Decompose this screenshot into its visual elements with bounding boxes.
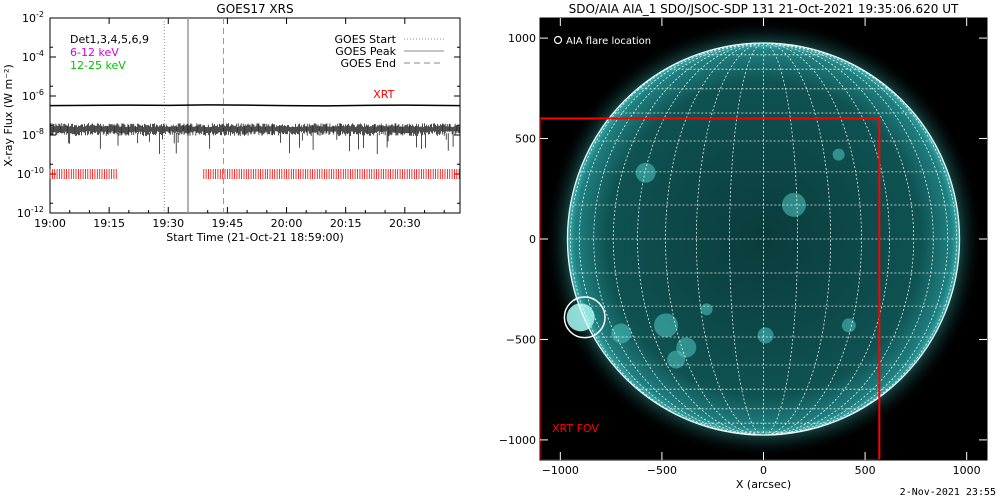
map-title: SDO/AIA AIA_1 SDO/JSOC-SDP 131 21-Oct-20… xyxy=(569,2,959,16)
aia-image-map: SDO/AIA AIA_1 SDO/JSOC-SDP 131 21-Oct-20… xyxy=(499,2,988,490)
goes-xrs-chart: GOES17 XRS 10-12 10-10 10-8 10-6 10-4 10-2 19:0… xyxy=(2,2,461,244)
x-tick-label: 20:30 xyxy=(389,217,421,230)
legend-left-entry: Det1,3,4,5,6,9 xyxy=(70,33,149,46)
map-y-tick-label: −1000 xyxy=(499,434,536,447)
plot-frame xyxy=(49,17,461,214)
x-tick-label: 20:00 xyxy=(271,217,303,230)
series-xrt-line xyxy=(49,104,461,107)
active-region xyxy=(700,303,713,316)
map-x-tick-label: −1000 xyxy=(542,464,579,477)
y-tick-label: 10-12 xyxy=(17,205,44,220)
x-tick-label: 19:45 xyxy=(212,217,244,230)
flare-location-circle xyxy=(563,296,606,339)
map-x-tick-label: 0 xyxy=(760,464,767,477)
map-x-tick-label: −500 xyxy=(647,464,677,477)
map-x-axis-label: X (arcsec) xyxy=(736,478,791,490)
legend-flare-marker xyxy=(553,35,563,45)
legend-left-entry: 12-25 keV xyxy=(70,59,126,72)
x-tick-label: 19:00 xyxy=(34,217,66,230)
legend-left-entry: 6-12 keV xyxy=(70,46,119,59)
chart-title: GOES17 XRS xyxy=(216,2,293,16)
active-region xyxy=(757,327,774,344)
x-tick-label: 20:15 xyxy=(330,217,362,230)
x-tick-label: 19:15 xyxy=(93,217,125,230)
xrt-fov-label: XRT FOV xyxy=(552,422,599,435)
legend-right-entry: GOES End xyxy=(340,57,396,70)
flare-bright-spot xyxy=(566,303,595,332)
active-region xyxy=(781,192,806,217)
series-noisy-flux xyxy=(49,123,461,154)
solar-limb xyxy=(566,42,961,436)
y-tick-label: 10-8 xyxy=(22,127,44,142)
heliographic-grid xyxy=(567,42,960,436)
y-tick-label: 10-2 xyxy=(22,10,44,25)
footer-timestamp: 2-Nov-2021 23:55 xyxy=(899,487,996,498)
y-tick-label: 10-10 xyxy=(17,166,44,181)
active-region xyxy=(635,162,656,183)
map-y-tick-label: 1000 xyxy=(508,32,536,45)
map-x-tick-label: 500 xyxy=(855,464,876,477)
legend-right-entry: GOES Peak xyxy=(335,45,396,58)
active-region xyxy=(653,313,678,338)
active-region xyxy=(667,350,686,369)
map-y-tick-label: 0 xyxy=(529,233,536,246)
legend-flare-label: AIA flare location xyxy=(566,36,651,47)
map-x-tick-label: 1000 xyxy=(953,464,981,477)
map-y-tick-label: 500 xyxy=(515,133,536,146)
map-y-tick-label: −500 xyxy=(506,333,536,346)
y-tick-label: 10-4 xyxy=(22,49,44,64)
active-region xyxy=(832,148,845,161)
y-tick-label: 10-6 xyxy=(22,88,44,103)
x-axis-label: Start Time (21-Oct-21 18:59:00) xyxy=(166,231,344,244)
annotation-xrt: XRT xyxy=(373,88,394,101)
series-coverage-ticks xyxy=(49,169,460,179)
map-content xyxy=(540,19,984,460)
y-axis-label: X-ray Flux (W m⁻²) xyxy=(2,64,15,166)
legend-right-entry: GOES Start xyxy=(335,33,397,46)
active-region xyxy=(841,318,856,333)
x-tick-label: 19:30 xyxy=(152,217,184,230)
active-region xyxy=(611,323,632,344)
